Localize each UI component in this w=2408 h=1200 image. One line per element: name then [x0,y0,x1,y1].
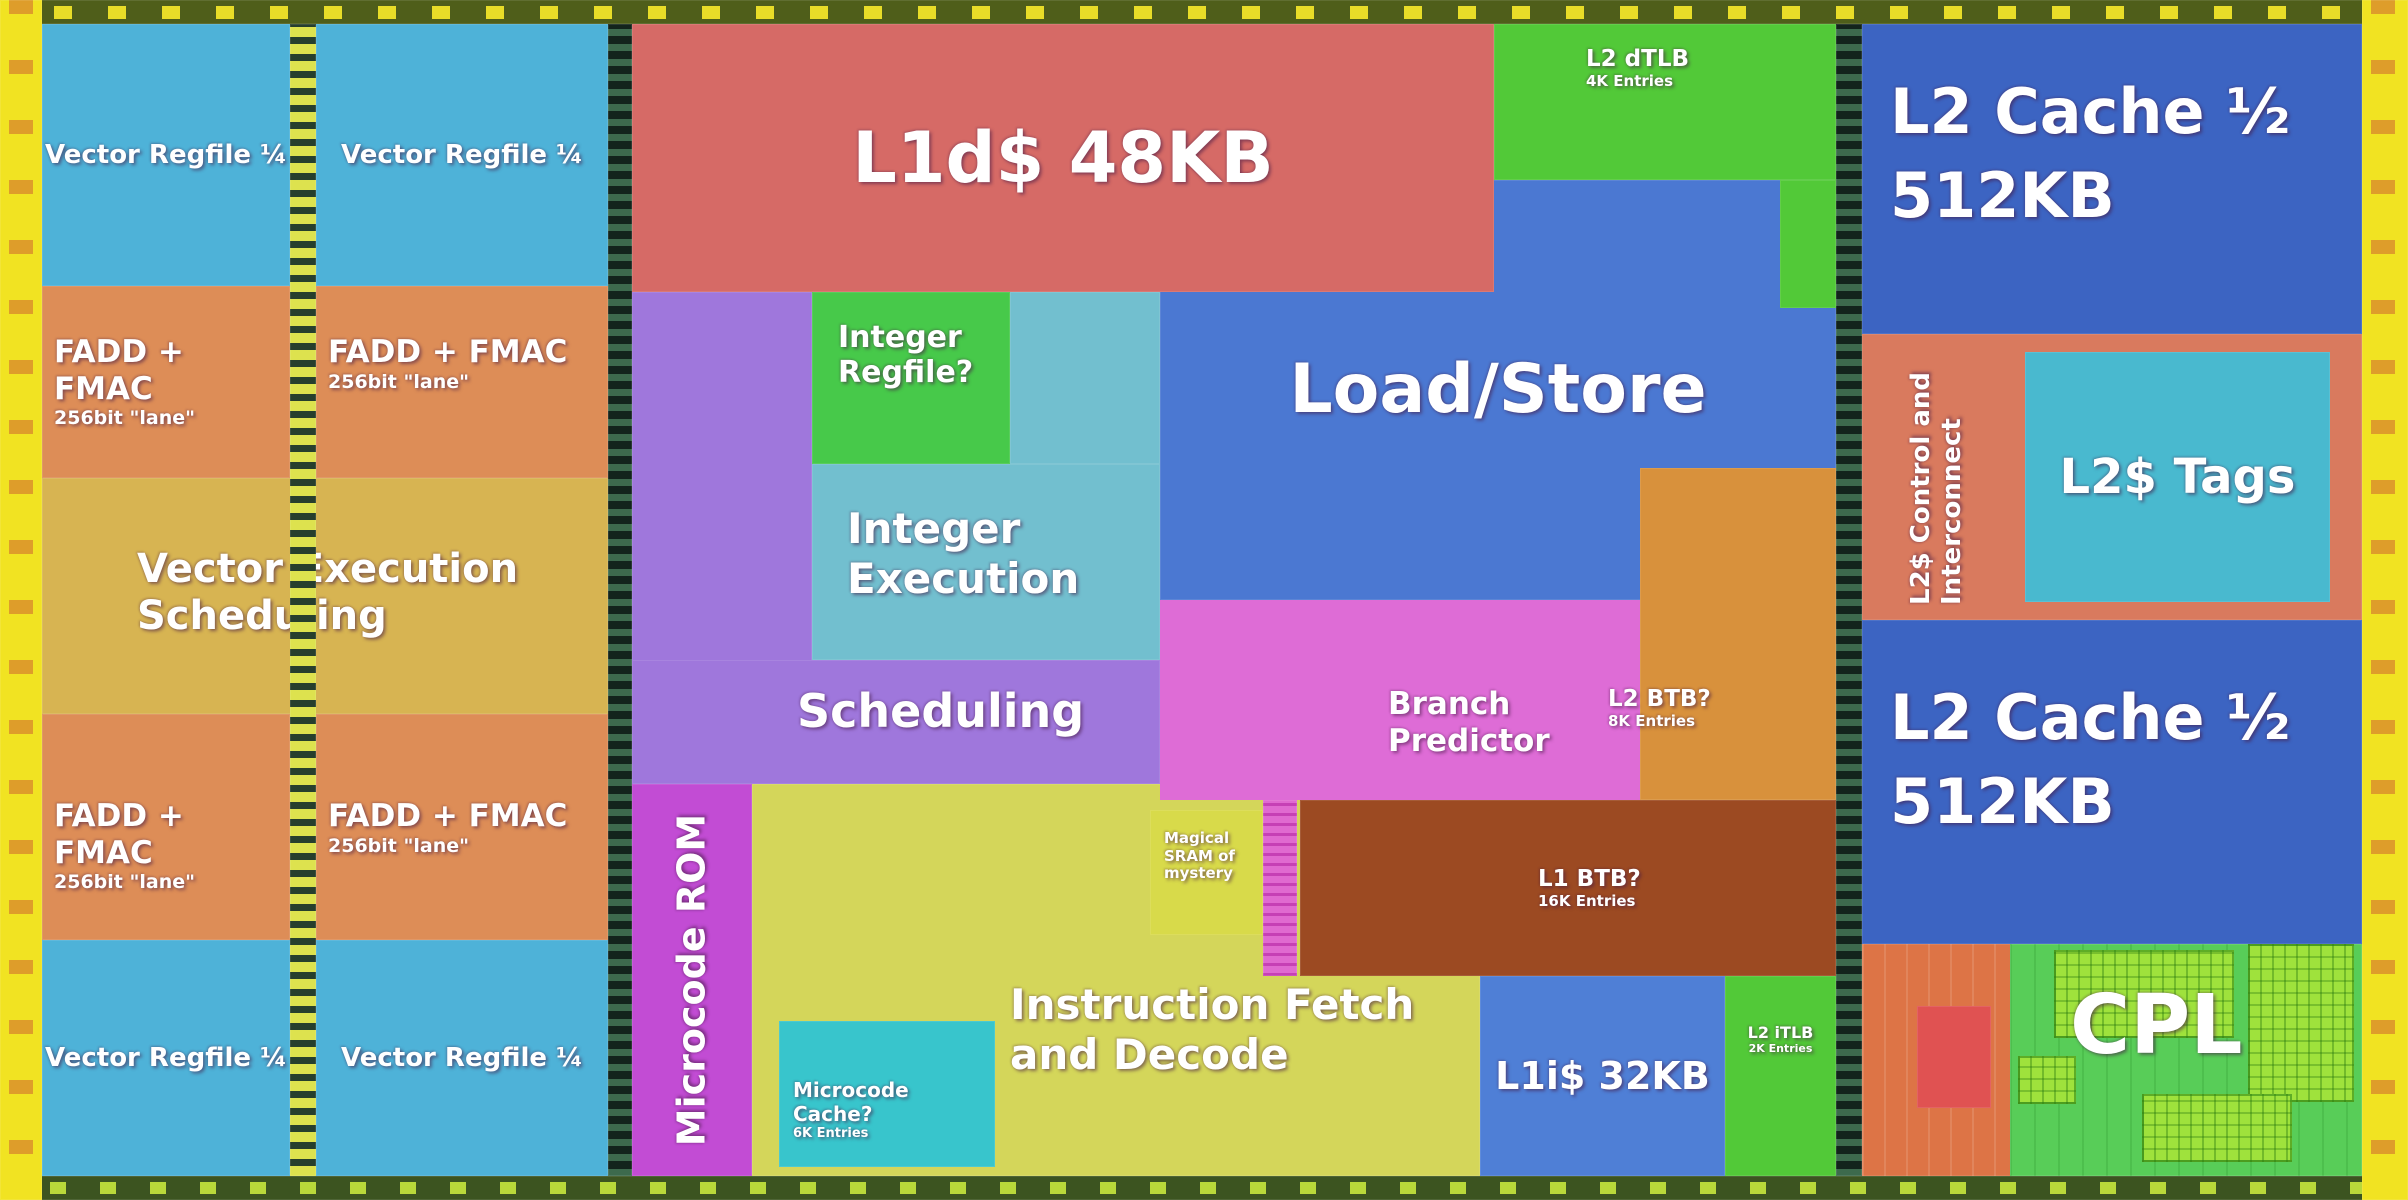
l2-itlb-label: L2 iTLB 2K Entries [1725,1023,1836,1056]
fadd-fmac-sub: 256bit "lane" [54,407,196,430]
fadd-fmac-title: FADD + FMAC [54,334,184,407]
region-l2-tags: L2$ Tags [2025,352,2330,602]
l2-itlb-title: L2 iTLB [1747,1023,1814,1042]
fadd-fmac-label: FADD + FMAC 256bit "lane" [54,334,290,430]
l2-dtlb-title: L2 dTLB [1586,46,1690,72]
region-l2-itlb: L2 iTLB 2K Entries [1725,976,1836,1176]
region-magic-sram: Magical SRAM of mystery [1150,810,1263,935]
fadd-fmac-label: FADD + FMAC 256bit "lane" [328,798,567,857]
cpl-logic-block [2248,944,2354,1102]
scheduling-label: Scheduling [797,684,1085,738]
microcode-cache-sub: 6K Entries [793,1126,869,1142]
vector-regfile-label: Vector Regfile ¼ [45,139,287,170]
region-vector-regfile-bottom-right: Vector Regfile ¼ [316,940,608,1176]
region-cpl: CPL [2010,944,2362,1176]
l2-cache-size: 512KB [1890,764,2115,838]
l2-dtlb-sub: 4K Entries [1586,72,1674,91]
vector-regfile-label: Vector Regfile ¼ [341,139,583,170]
cpl-logic-block [2054,950,2234,1038]
region-microcode-rom: Microcode ROM [632,784,752,1176]
region-integer-execution: Integer Execution [812,464,1160,660]
l2-cache-title: L2 Cache ½ [1890,75,2291,148]
integer-execution-label: Integer Execution [847,504,1080,603]
integer-regfile-label: Integer Regfile? [838,320,974,391]
l2-control-label-box: L2$ Control and Interconnect [1862,334,2012,620]
cpl-label: CPL [2070,978,2243,1073]
l1d-label: L1d$ 48KB [852,116,1274,199]
region-branch-predictor: Branch Predictor L2 BTB? 8K Entries [1160,600,1711,800]
region-scheduling: Scheduling [632,660,1160,784]
fadd-fmac-title: FADD + FMAC [328,334,568,370]
region-l2-dtlb: L2 dTLB 4K Entries [1494,24,1836,180]
region-l1i-cache: L1i$ 32KB [1480,976,1725,1176]
load-store-label: Load/Store [1289,349,1707,429]
fadd-fmac-label: FADD + FMAC 256bit "lane" [328,334,567,393]
region-btb-arrays [1640,468,1836,800]
fadd-fmac-sub: 256bit "lane" [328,370,470,393]
vector-regfile-label: Vector Regfile ¼ [341,1042,583,1073]
die-edge-right [2362,0,2408,1200]
cpl-logic-block [2142,1094,2292,1162]
region-l1d-cache: L1d$ 48KB [632,24,1494,292]
microcode-cache-title: Microcode Cache? [793,1078,909,1126]
l2-dtlb-label: L2 dTLB 4K Entries [1586,46,1689,91]
cpl-logic-block [2018,1056,2076,1104]
region-vector-regfile-top-left: Vector Regfile ¼ [42,24,290,286]
region-integer-regfile: Integer Regfile? [812,292,1010,464]
l2-btb-label: L2 BTB? 8K Entries [1608,686,1768,731]
die-edge-top [0,0,2408,24]
divider-vector-core [608,24,632,1176]
region-fadd-fmac-bottom-left: FADD + FMAC 256bit "lane" [42,714,290,940]
region-integer-execution-upper [1010,292,1160,464]
l1-btb-label: L1 BTB? 16K Entries [1538,866,1641,911]
fetch-decode-label: Instruction Fetch and Decode [1010,980,1415,1079]
region-microcode-cache: Microcode Cache? 6K Entries [779,1021,995,1167]
l2-cache-title: L2 Cache ½ [1890,681,2291,754]
l2-itlb-sub: 2K Entries [1748,1041,1813,1055]
l2-control-label: L2$ Control and Interconnect [1905,372,1967,605]
microcode-rom-label: Microcode ROM [669,813,714,1147]
region-vector-execution-scheduling: Vector Execution Scheduling [42,478,608,714]
fadd-fmac-title: FADD + FMAC [328,798,568,834]
l1-btb-sub: 16K Entries [1538,892,1636,911]
l1-btb-title: L1 BTB? [1538,866,1641,892]
die-edge-bottom [0,1176,2408,1200]
region-vector-regfile-top-right: Vector Regfile ¼ [316,24,608,286]
fadd-fmac-sub: 256bit "lane" [54,871,196,894]
l2-cache-size: 512KB [1890,158,2115,232]
l1i-label: L1i$ 32KB [1495,1053,1710,1098]
l2-btb-title: L2 BTB? [1608,686,1711,712]
divider-vector-columns [290,24,316,1176]
l2-btb-sub: 8K Entries [1608,712,1696,731]
region-predictor-strip [1263,800,1297,976]
region-fadd-fmac-top-left: FADD + FMAC 256bit "lane" [42,286,290,478]
region-vector-regfile-bottom-left: Vector Regfile ¼ [42,940,290,1176]
branch-predictor-label: Branch Predictor [1388,686,1550,759]
vector-regfile-label: Vector Regfile ¼ [45,1042,287,1073]
fadd-fmac-label: FADD + FMAC 256bit "lane" [54,798,290,894]
microcode-cache-label: Microcode Cache? 6K Entries [793,1078,995,1142]
region-fadd-fmac-bottom-right: FADD + FMAC 256bit "lane" [316,714,608,940]
l2-tags-label: L2$ Tags [2059,448,2296,505]
l2-cache-label: L2 Cache ½ 512KB [1890,70,2290,237]
fadd-fmac-title: FADD + FMAC [54,798,184,871]
magic-sram-label: Magical SRAM of mystery [1164,829,1235,883]
fadd-fmac-sub: 256bit "lane" [328,834,470,857]
region-tlb-array-strip [1780,180,1836,308]
divider-core-l2 [1836,24,1862,1176]
region-l2-cache-top: L2 Cache ½ 512KB [1862,24,2362,334]
vector-execution-scheduling-label: Vector Execution Scheduling [137,546,519,640]
region-l2-cache-bottom: L2 Cache ½ 512KB [1862,620,2362,944]
region-fadd-fmac-top-right: FADD + FMAC 256bit "lane" [316,286,608,478]
die-edge-left [0,0,42,1200]
l2-cache-label: L2 Cache ½ 512KB [1890,676,2290,843]
region-l1-btb: L1 BTB? 16K Entries [1300,800,1836,976]
region-small-red-block [1917,1006,1991,1108]
